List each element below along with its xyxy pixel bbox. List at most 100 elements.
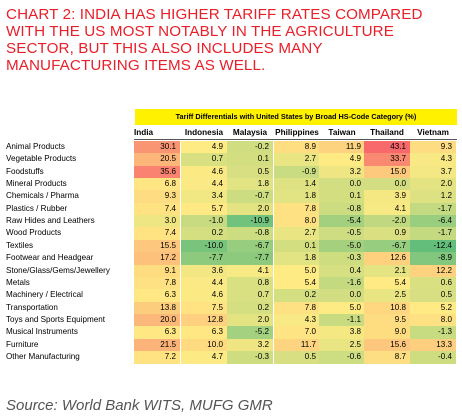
heatmap-cell: -0.5: [319, 227, 365, 241]
heatmap-cell: -0.6: [319, 350, 365, 364]
heatmap-cell: 1.2: [410, 190, 456, 204]
heatmap-cell: 9.3: [134, 190, 180, 204]
heatmap-cell: -0.9: [274, 165, 320, 179]
heatmap-cell: 2.0: [227, 202, 273, 216]
heatmap-cell: 0.8: [227, 276, 273, 290]
heatmap-cell: 7.0: [274, 326, 320, 339]
heatmap-cell: -5.2: [227, 326, 273, 339]
heatmap-cell: 1.8: [274, 190, 320, 204]
row-label: Plastics / Rubber: [6, 203, 68, 213]
heatmap-cell: 15.5: [134, 239, 180, 253]
heatmap-cell: 9.5: [364, 313, 410, 327]
heatmap-cell: 1.8: [227, 178, 273, 191]
heatmap-cell: 0.5: [227, 165, 273, 179]
heatmap-cell: -5.0: [319, 239, 365, 253]
heatmap-cell: 5.2: [410, 301, 456, 315]
heatmap-cell: 0.0: [364, 178, 410, 191]
heatmap-cell: -7.7: [227, 252, 273, 265]
table-title: Tariff Differentials with United States …: [135, 109, 457, 125]
heatmap-cell: 0.7: [181, 153, 227, 166]
heatmap-cell: 0.2: [227, 301, 273, 315]
heatmap-cell: 4.7: [181, 350, 227, 364]
heatmap-cell: 43.1: [364, 141, 410, 154]
heatmap-cell: 0.1: [227, 153, 273, 166]
row-label: Chemicals / Pharma: [6, 191, 79, 201]
header-divider: [134, 139, 457, 140]
row-label: Animal Products: [6, 142, 65, 151]
heatmap-cell: 8.9: [274, 141, 320, 154]
heatmap-cell: -12.4: [410, 239, 456, 253]
column-header: Malaysia: [232, 128, 268, 137]
heatmap-cell: 6.3: [134, 289, 180, 302]
chart-title-line: WITH THE US MOST NOTABLY IN THE AGRICULT…: [6, 23, 394, 40]
heatmap-cell: 0.9: [364, 227, 410, 241]
row-label: Other Manufacturing: [6, 351, 80, 361]
heatmap-cell: 12.2: [410, 264, 456, 278]
heatmap-cell: 4.1: [364, 202, 410, 216]
heatmap-cell: -0.2: [227, 141, 273, 154]
heatmap-cell: -6.4: [410, 215, 456, 228]
heatmap-cell: 6.3: [134, 326, 180, 339]
column-header: Vietnam: [417, 128, 449, 137]
heatmap-cell: -10.9: [227, 215, 273, 228]
heatmap-cell: -6.7: [227, 239, 273, 253]
heatmap-cell: 4.6: [181, 165, 227, 179]
heatmap-cell: -7.7: [181, 252, 227, 265]
heatmap-cell: 11.9: [319, 141, 365, 154]
heatmap-cell: -1.1: [319, 313, 365, 327]
heatmap-cell: -6.7: [364, 239, 410, 253]
heatmap-cell: -0.3: [227, 350, 273, 364]
row-label: Machinery / Electrical: [6, 290, 83, 300]
heatmap-cell: 0.0: [319, 289, 365, 302]
heatmap-cell: 7.8: [274, 301, 320, 315]
heatmap-cell: 20.0: [134, 313, 180, 327]
heatmap-cell: 0.2: [181, 227, 227, 241]
heatmap-cell: 4.1: [227, 264, 273, 278]
heatmap-cell: 9.0: [364, 326, 410, 339]
heatmap-cell: 4.3: [274, 313, 320, 327]
row-label: Stone/Glass/Gems/Jewellery: [6, 265, 110, 275]
row-label: Wood Products: [6, 228, 62, 238]
heatmap-cell: 7.8: [274, 202, 320, 216]
heatmap-cell: 8.0: [410, 313, 456, 327]
heatmap-cell: -0.4: [410, 350, 456, 364]
heatmap-cell: -0.7: [227, 190, 273, 204]
heatmap-cell: 5.7: [181, 202, 227, 216]
heatmap-cell: 0.2: [274, 289, 320, 302]
row-label: Raw Hides and Leathers: [6, 216, 95, 226]
heatmap-cell: 1.8: [274, 252, 320, 265]
heatmap-cell: 3.2: [319, 165, 365, 179]
row-label: Mineral Products: [6, 179, 67, 189]
heatmap-cell: 12.6: [364, 252, 410, 265]
row-label: Toys and Sports Equipment: [6, 314, 105, 324]
heatmap-cell: 20.5: [134, 153, 180, 166]
heatmap-cell: 35.6: [134, 165, 180, 179]
heatmap-cell: 0.7: [227, 289, 273, 302]
chart-title-line: CHART 2: INDIA HAS HIGHER TARIFF RATES C…: [6, 6, 423, 23]
heatmap-cell: 0.1: [274, 239, 320, 253]
heatmap-cell: -0.8: [319, 202, 365, 216]
row-label: Footwear and Headgear: [6, 253, 94, 263]
heatmap-cell: 2.0: [410, 178, 456, 191]
heatmap-cell: 2.1: [364, 264, 410, 278]
row-label: Furniture: [6, 339, 39, 349]
heatmap-cell: 0.5: [274, 350, 320, 364]
heatmap-cell: 30.1: [134, 141, 180, 154]
row-label: Textiles: [6, 240, 33, 250]
heatmap-cell: -5.4: [319, 215, 365, 228]
heatmap-cell: 3.2: [227, 338, 273, 352]
heatmap-cell: -1.3: [410, 326, 456, 339]
heatmap-cell: 10.8: [364, 301, 410, 315]
heatmap-cell: 3.9: [364, 190, 410, 204]
chart-title-line: MANUFACTURING ITEMS AS WELL.: [6, 57, 266, 74]
chart-title: CHART 2: INDIA HAS HIGHER TARIFF RATES C…: [6, 6, 458, 74]
heatmap-cell: 9.1: [134, 264, 180, 278]
heatmap-cell: 5.0: [274, 264, 320, 278]
heatmap-cell: 5.4: [274, 276, 320, 290]
heatmap-cell: 11.7: [274, 338, 320, 352]
heatmap-cell: 33.7: [364, 153, 410, 166]
heatmap-cell: -0.8: [227, 227, 273, 241]
heatmap-cell: 2.7: [274, 227, 320, 241]
heatmap-cell: 4.6: [181, 289, 227, 302]
heatmap-cell: -1.6: [319, 276, 365, 290]
